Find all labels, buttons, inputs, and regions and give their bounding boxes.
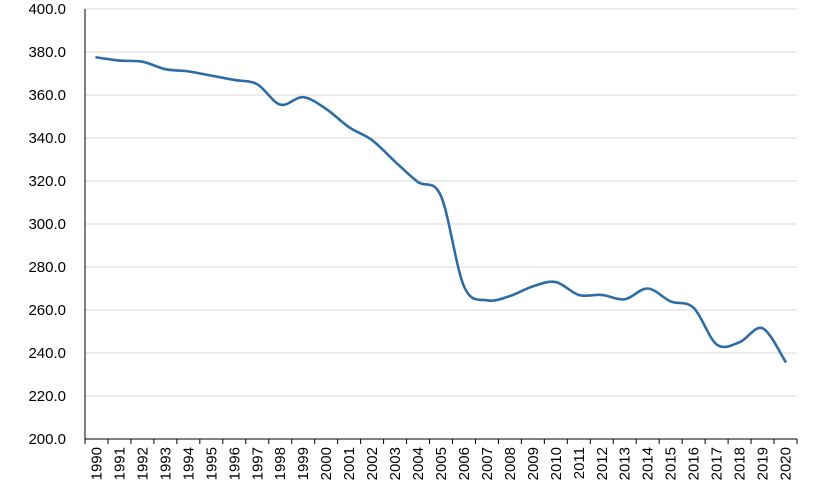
data-point-2018 <box>738 340 742 344</box>
data-point-1999 <box>301 95 305 99</box>
data-point-1998 <box>278 103 282 107</box>
data-point-2012 <box>600 293 604 297</box>
data-point-2016 <box>692 306 696 310</box>
y-tick-label: 260.0 <box>28 302 66 319</box>
x-tick-label: 1998 <box>272 447 289 480</box>
x-tick-label: 1996 <box>226 447 243 480</box>
y-tick-label: 220.0 <box>28 388 66 405</box>
data-point-2007 <box>485 298 489 302</box>
x-tick-label: 2010 <box>548 447 565 480</box>
y-tick-label: 380.0 <box>28 44 66 61</box>
data-point-1996 <box>232 78 236 82</box>
data-point-1991 <box>117 59 121 63</box>
y-tick-label: 360.0 <box>28 87 66 104</box>
data-point-1990 <box>94 55 98 59</box>
data-point-2010 <box>554 280 558 284</box>
x-tick-label: 1995 <box>203 447 220 480</box>
series-line-1 <box>95 56 787 363</box>
y-tick-labels: 200.0 220.0 240.0 260.0 280.0 300.0 320.0 340.0… <box>28 1 66 448</box>
data-point-1993 <box>163 67 167 71</box>
data-point-2009 <box>531 284 535 288</box>
y-tick-label: 340.0 <box>28 130 66 147</box>
data-point-2003 <box>393 160 397 164</box>
data-point-2000 <box>324 107 328 111</box>
x-tick-label: 2006 <box>456 447 473 480</box>
data-point-2008 <box>508 294 512 298</box>
data-point-2001 <box>347 125 351 129</box>
y-tick-label: 200.0 <box>28 431 66 448</box>
data-point-2011 <box>577 293 581 297</box>
x-tick-label: 2018 <box>732 447 749 480</box>
data-point-2020 <box>784 360 788 364</box>
data-point-2019 <box>761 326 765 330</box>
data-point-2004 <box>416 180 420 184</box>
data-point-2013 <box>623 297 627 301</box>
x-tick-label: 2012 <box>594 447 611 480</box>
x-tick-label: 1997 <box>249 447 266 480</box>
x-tick-label: 1994 <box>180 447 197 480</box>
x-tick-label: 2015 <box>663 447 680 480</box>
x-tick-labels: 1990 1991 1992 1993 1994 1995 1996 1997 1998 1999… <box>84 439 798 480</box>
x-tick-label: 2013 <box>617 447 634 480</box>
x-tick-label: 2007 <box>479 447 496 480</box>
x-tick-label: 2008 <box>502 447 519 480</box>
data-point-2017 <box>715 342 719 346</box>
x-tick-label: 2003 <box>387 447 404 480</box>
y-tick-label: 320.0 <box>28 173 66 190</box>
data-point-2002 <box>370 138 374 142</box>
x-tick-label: 1991 <box>111 447 128 480</box>
x-tick-label: 2004 <box>410 447 427 480</box>
data-point-2006 <box>462 284 466 288</box>
data-point-1997 <box>255 82 259 86</box>
x-tick-label: 1999 <box>295 447 312 480</box>
data-point-2014 <box>646 287 650 291</box>
data-point-1992 <box>140 60 144 64</box>
x-tick-label: 1993 <box>157 447 174 480</box>
y-tick-label: 300.0 <box>28 216 66 233</box>
y-tick-label: 400.0 <box>28 1 66 18</box>
data-point-2005 <box>439 194 443 198</box>
x-tick-label: 2001 <box>341 447 358 480</box>
x-tick-label: 2000 <box>318 447 335 480</box>
x-tick-label: 2005 <box>433 447 450 480</box>
x-tick-label: 1992 <box>134 447 151 480</box>
x-tick-label: 2014 <box>640 447 657 480</box>
x-tick-label: 2019 <box>755 447 772 480</box>
series-lines <box>94 55 788 364</box>
x-tick-label: 2020 <box>778 447 795 480</box>
x-tick-label: 2011 <box>571 447 588 479</box>
x-tick-label: 1990 <box>88 447 105 480</box>
x-tick-label: 2017 <box>709 447 726 480</box>
axes <box>84 9 797 440</box>
x-tick-label: 2002 <box>364 447 381 480</box>
y-tick-label: 240.0 <box>28 345 66 362</box>
data-point-1994 <box>186 69 190 73</box>
x-tick-label: 2009 <box>525 447 542 480</box>
y-tick-label: 280.0 <box>28 259 66 276</box>
data-point-2015 <box>669 299 673 303</box>
gridlines <box>85 8 797 397</box>
x-tick-label: 2016 <box>686 447 703 480</box>
data-point-1995 <box>209 74 213 78</box>
